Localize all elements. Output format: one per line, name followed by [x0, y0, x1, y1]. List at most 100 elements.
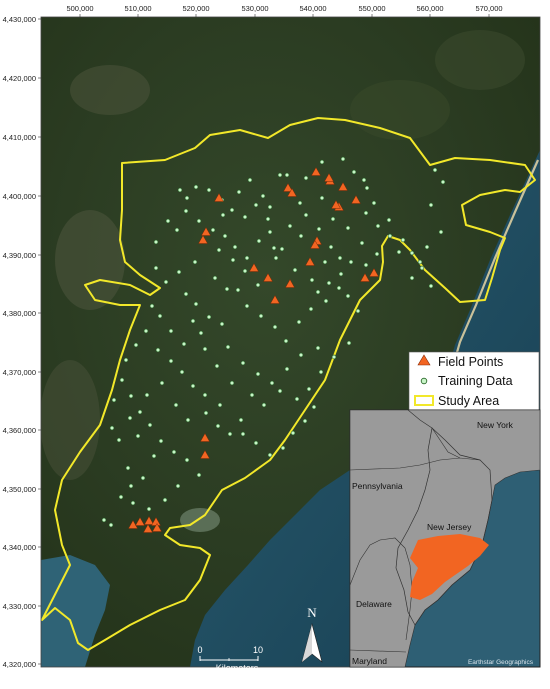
training-data-point: [140, 475, 146, 481]
training-data-point: [240, 360, 246, 366]
training-data-point: [440, 179, 446, 185]
training-data-point: [336, 285, 342, 291]
training-data-point: [292, 267, 298, 273]
training-data-point: [232, 244, 238, 250]
training-data-point: [374, 251, 380, 257]
training-data-point: [287, 223, 293, 229]
training-data-point: [116, 437, 122, 443]
legend-field-points: Field Points: [438, 355, 503, 369]
training-data-point: [157, 313, 163, 319]
y-tick-label: 4,320,000: [3, 660, 36, 669]
training-data-point: [175, 483, 181, 489]
training-data-point: [235, 287, 241, 293]
x-tick-label: 500,000: [66, 4, 93, 13]
inset-state-lines: [349, 409, 481, 653]
training-data-point: [298, 233, 304, 239]
training-data-point: [267, 229, 273, 235]
training-data-point: [253, 440, 259, 446]
training-data-point: [340, 156, 346, 162]
training-data-point: [193, 184, 199, 190]
training-data-point: [219, 321, 225, 327]
training-data-point: [206, 314, 212, 320]
training-data-point: [326, 280, 332, 286]
x-tick-label: 520,000: [182, 4, 209, 13]
training-data-point: [284, 366, 290, 372]
training-data-point: [190, 318, 196, 324]
north-label: N: [307, 605, 317, 620]
training-data-point: [363, 210, 369, 216]
field-point-marker: [270, 294, 280, 304]
training-data-point: [273, 255, 279, 261]
legend-training-data: Training Data: [438, 374, 513, 388]
field-point-marker: [324, 172, 334, 182]
training-data-point: [130, 500, 136, 506]
training-data-point: [361, 177, 367, 183]
training-data-point: [272, 324, 278, 330]
y-tick-label: 4,380,000: [3, 309, 36, 318]
training-data-point: [173, 402, 179, 408]
training-data-point: [214, 363, 220, 369]
field-point-marker: [198, 234, 208, 244]
training-data-point: [396, 249, 402, 255]
field-point-marker: [351, 194, 361, 204]
training-data-point: [238, 417, 244, 423]
training-data-point: [258, 313, 264, 319]
training-data-point: [230, 257, 236, 263]
training-data-point: [215, 423, 221, 429]
training-data-point: [316, 226, 322, 232]
field-point-marker: [135, 516, 145, 526]
training-data-point: [277, 172, 283, 178]
training-data-point: [176, 269, 182, 275]
training-data-point: [271, 245, 277, 251]
x-tick-label: 550,000: [358, 4, 385, 13]
training-data-point: [236, 189, 242, 195]
training-data-point: [177, 187, 183, 193]
bay: [41, 555, 110, 667]
x-tick-label: 560,000: [416, 4, 443, 13]
training-data-point: [192, 259, 198, 265]
training-data-point: [111, 397, 117, 403]
training-data-point: [125, 465, 131, 471]
training-data-point: [179, 369, 185, 375]
training-data-point: [165, 218, 171, 224]
training-data-point: [128, 483, 134, 489]
inset-label-new-york: New York: [477, 420, 514, 430]
training-data-point: [144, 392, 150, 398]
training-data-point: [432, 167, 438, 173]
training-data-point: [143, 328, 149, 334]
training-data-point: [244, 255, 250, 261]
training-data-point: [302, 418, 308, 424]
training-data-point: [174, 227, 180, 233]
training-data-point: [153, 239, 159, 245]
x-tick-label: 530,000: [241, 4, 268, 13]
training-data-point: [400, 237, 406, 243]
y-tick-label: 4,410,000: [3, 133, 36, 142]
training-data-point: [363, 262, 369, 268]
training-data-point: [303, 175, 309, 181]
training-data-point: [229, 380, 235, 386]
training-data-point: [260, 193, 266, 199]
training-data-point: [153, 265, 159, 271]
y-tick-label: 4,420,000: [3, 74, 36, 83]
training-data-point: [185, 417, 191, 423]
training-data-point: [386, 217, 392, 223]
training-data-point: [359, 240, 365, 246]
training-data-point: [375, 223, 381, 229]
y-tick-label: 4,330,000: [3, 602, 36, 611]
field-point-marker: [152, 522, 162, 532]
training-data-point: [323, 298, 329, 304]
y-tick-label: 4,430,000: [3, 15, 36, 24]
inset-label-new-jersey: New Jersey: [427, 522, 472, 532]
training-data-point: [364, 185, 370, 191]
training-data-point: [193, 301, 199, 307]
training-data-point: [155, 347, 161, 353]
training-data-point: [337, 255, 343, 261]
training-data-point: [244, 303, 250, 309]
training-data-point: [147, 422, 153, 428]
field-point-marker: [200, 432, 210, 442]
training-data-point: [296, 319, 302, 325]
training-data-point: [128, 393, 134, 399]
training-data-point: [348, 259, 354, 265]
training-data-point: [149, 303, 155, 309]
